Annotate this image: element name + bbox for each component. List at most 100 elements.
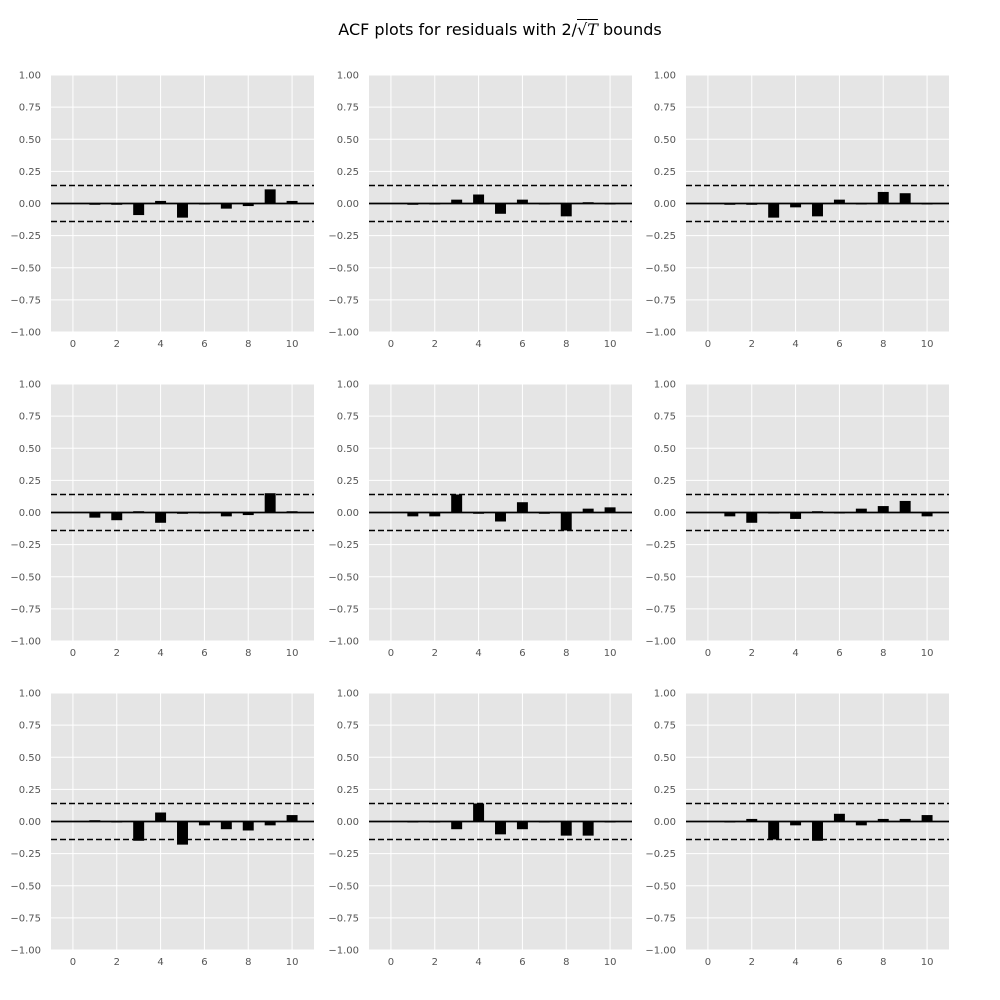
acf-bar-lag-4 — [473, 512, 485, 514]
y-tick-label: 0.00 — [19, 817, 41, 828]
acf-bar-lag-2 — [429, 512, 441, 517]
acf-bar-lag-3 — [451, 494, 463, 513]
acf-bar-lag-8 — [877, 818, 889, 822]
acf-bar-lag-9 — [582, 821, 594, 836]
acf-bar-lag-10 — [286, 200, 298, 204]
acf-bar-lag-5 — [495, 821, 506, 835]
acf-bar-lag-9 — [264, 493, 276, 513]
title-symbol: T — [587, 20, 598, 39]
y-tick-label: 0.00 — [337, 199, 359, 210]
x-tick-label: 0 — [70, 339, 76, 350]
x-tick-label: 6 — [519, 339, 525, 350]
acf-bar-lag-4 — [790, 821, 802, 826]
acf-bar-lag-4 — [473, 194, 485, 204]
y-tick-label: 0.50 — [654, 444, 676, 455]
x-tick-label: 10 — [921, 957, 934, 968]
x-tick-label: 2 — [114, 339, 120, 350]
title-radical: √ — [577, 20, 588, 39]
acf-bar-lag-9 — [582, 202, 594, 204]
x-tick-label: 8 — [563, 339, 569, 350]
acf-bar-lag-9 — [899, 193, 911, 204]
x-tick-label: 4 — [792, 339, 798, 350]
acf-bar-lag-6 — [833, 512, 845, 514]
y-tick-label: −0.75 — [328, 295, 359, 306]
x-tick-label: 6 — [201, 957, 207, 968]
y-tick-label: 1.00 — [337, 71, 359, 82]
acf-bar-lag-10 — [286, 511, 298, 513]
y-tick-label: 0.25 — [337, 167, 359, 178]
y-tick-label: 0.00 — [337, 508, 359, 519]
acf-bar-lag-4 — [790, 512, 802, 519]
acf-bar-lag-2 — [429, 203, 441, 205]
y-tick-label: −0.25 — [328, 231, 359, 242]
acf-bar-lag-3 — [451, 199, 463, 204]
x-tick-label: 0 — [70, 648, 76, 659]
x-tick-label: 2 — [432, 957, 438, 968]
y-tick-label: −0.25 — [10, 849, 41, 860]
y-tick-label: 0.25 — [19, 167, 41, 178]
acf-bar-lag-9 — [264, 821, 276, 826]
y-tick-label: −1.00 — [10, 328, 41, 339]
y-tick-label: −1.00 — [328, 328, 359, 339]
y-tick-label: 0.50 — [654, 135, 676, 146]
y-tick-label: −0.75 — [328, 604, 359, 615]
acf-bar-lag-1 — [724, 512, 736, 517]
x-tick-label: 8 — [245, 957, 251, 968]
y-tick-label: 0.75 — [19, 721, 41, 732]
y-tick-label: −1.00 — [10, 946, 41, 957]
y-tick-label: −0.25 — [645, 849, 676, 860]
acf-bar-lag-8 — [560, 821, 572, 836]
x-tick-label: 6 — [201, 339, 207, 350]
y-tick-label: 1.00 — [337, 380, 359, 391]
acf-bar-lag-7 — [220, 821, 232, 830]
acf-bar-lag-6 — [516, 821, 528, 830]
x-tick-label: 2 — [432, 339, 438, 350]
x-tick-label: 10 — [604, 648, 617, 659]
acf-bar-lag-6 — [516, 199, 528, 204]
acf-bar-lag-2 — [111, 512, 123, 521]
acf-panel-2: 1.00 0.75 0.50 0.25 0.00 −0.25 −0.50 −0.75 −1.00… — [328, 71, 632, 350]
acf-bar-lag-3 — [768, 512, 780, 514]
acf-bar-lag-7 — [855, 821, 867, 826]
y-tick-label: −1.00 — [328, 637, 359, 648]
acf-bar-lag-8 — [560, 203, 572, 217]
acf-bar-lag-8 — [560, 512, 572, 531]
x-tick-label: 4 — [157, 339, 163, 350]
acf-bar-lag-5 — [812, 821, 823, 841]
acf-bar-lag-1 — [724, 203, 736, 205]
acf-bar-lag-3 — [133, 511, 145, 513]
x-tick-label: 2 — [749, 648, 755, 659]
acf-bar-lag-1 — [89, 203, 101, 205]
acf-bar-lag-8 — [242, 821, 254, 831]
y-tick-label: −0.50 — [645, 263, 676, 274]
x-tick-label: 0 — [388, 957, 394, 968]
y-tick-label: 0.50 — [19, 753, 41, 764]
x-tick-label: 6 — [836, 339, 842, 350]
acf-bar-lag-5 — [495, 512, 506, 522]
x-tick-label: 4 — [475, 339, 481, 350]
y-tick-label: −0.25 — [645, 540, 676, 551]
y-tick-label: 0.75 — [337, 721, 359, 732]
y-tick-label: 0.50 — [19, 444, 41, 455]
x-tick-label: 10 — [921, 339, 934, 350]
x-tick-label: 0 — [70, 957, 76, 968]
x-tick-label: 2 — [432, 648, 438, 659]
acf-bar-lag-8 — [877, 191, 889, 204]
y-tick-label: −1.00 — [10, 637, 41, 648]
y-tick-label: 0.00 — [654, 817, 676, 828]
acf-panel-6: 1.00 0.75 0.50 0.25 0.00 −0.25 −0.50 −0.75 −1.00… — [645, 380, 949, 659]
x-tick-label: 2 — [114, 957, 120, 968]
x-tick-label: 8 — [880, 339, 886, 350]
acf-bar-lag-1 — [407, 203, 419, 205]
y-tick-label: 0.25 — [337, 476, 359, 487]
y-tick-label: −0.25 — [328, 849, 359, 860]
y-tick-label: 1.00 — [654, 380, 676, 391]
y-tick-label: 0.50 — [337, 753, 359, 764]
acf-bar-lag-2 — [746, 818, 758, 822]
acf-bar-lag-3 — [133, 821, 145, 841]
y-tick-label: −0.75 — [10, 295, 41, 306]
x-tick-label: 4 — [157, 648, 163, 659]
acf-bar-lag-1 — [724, 821, 736, 823]
y-tick-label: 1.00 — [654, 71, 676, 82]
